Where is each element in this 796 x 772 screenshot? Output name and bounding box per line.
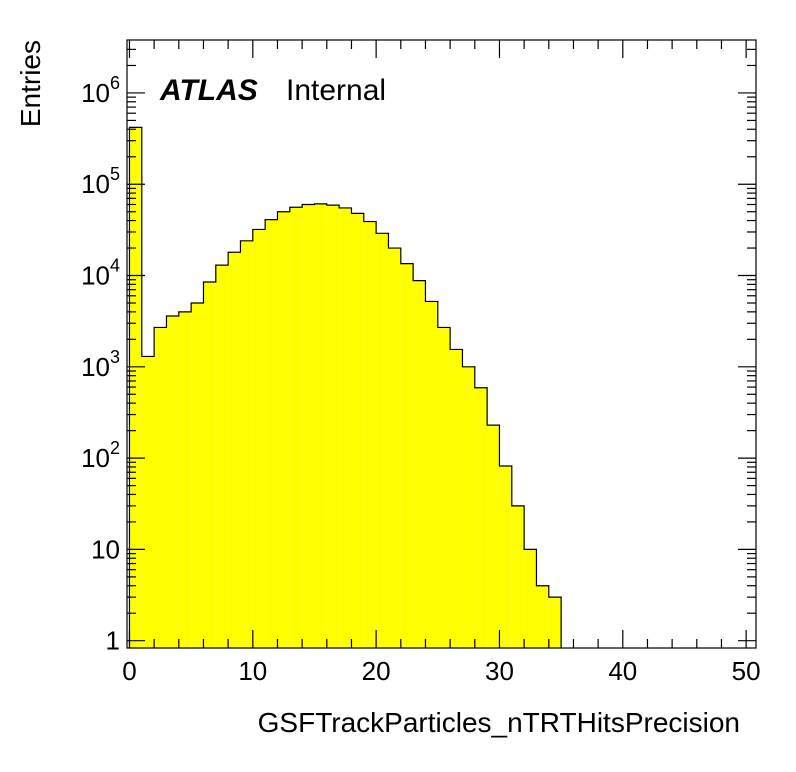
histogram-bin (166, 316, 179, 648)
y-axis-title: Entries (15, 40, 46, 127)
histogram-bin (413, 280, 426, 648)
histogram-bin (240, 240, 253, 648)
x-tick-label: 10 (238, 656, 267, 686)
histogram-bin (400, 263, 414, 648)
histogram-bin (425, 301, 438, 648)
histogram-bin (487, 425, 500, 648)
histogram-bin (326, 205, 340, 648)
histogram-bin (499, 465, 512, 648)
histogram-bin (228, 252, 241, 649)
y-tick-label: 1 (106, 626, 120, 656)
x-tick-label: 30 (485, 656, 514, 686)
histogram-bin (215, 265, 229, 648)
y-tick-label: 10 (91, 534, 120, 564)
y-tick-label: 104 (81, 256, 120, 291)
x-tick-label: 50 (732, 656, 761, 686)
histogram-bin (154, 327, 167, 648)
histogram-bin (141, 356, 155, 648)
histogram-bin (474, 387, 488, 648)
x-axis-title: GSFTrackParticles_nTRTHitsPrecision (258, 707, 740, 738)
histogram-outline (128, 126, 562, 648)
histogram-bin (376, 233, 389, 649)
histogram-bin (548, 597, 562, 648)
histogram-bin (524, 549, 537, 648)
histogram-bin (363, 221, 377, 648)
histogram-bin (302, 204, 315, 648)
y-tick-label: 102 (81, 438, 120, 473)
histogram-bin (203, 281, 216, 648)
axis-ticks (127, 40, 756, 648)
histogram-bin (450, 349, 463, 648)
histogram-bin (511, 505, 525, 648)
x-tick-label: 40 (608, 656, 637, 686)
histogram-bin (178, 311, 192, 648)
histogram-bin (339, 207, 352, 648)
y-tick-label: 106 (81, 73, 120, 108)
atlas-label: ATLAS (159, 74, 258, 107)
internal-label: Internal (286, 74, 386, 107)
histogram-bin (277, 211, 290, 648)
y-tick-labels: 1 10 102 103 104 105 106 (81, 73, 120, 656)
histogram-bin (314, 203, 327, 648)
x-tick-label: 0 (122, 656, 136, 686)
histogram-bars (129, 127, 562, 649)
x-tick-labels: 0 10 20 30 40 50 (122, 656, 760, 686)
x-tick-label: 20 (362, 656, 391, 686)
histogram-bin (388, 248, 401, 648)
histogram-bin (351, 213, 364, 648)
y-tick-label: 103 (81, 347, 120, 382)
plot-frame (126, 39, 757, 649)
histogram-bin (265, 219, 278, 648)
histogram-bin (536, 585, 549, 648)
histogram-bin (437, 327, 451, 648)
histogram-bin (462, 366, 475, 648)
histogram-bin (252, 229, 266, 648)
histogram-bin (191, 303, 204, 648)
y-tick-label: 105 (81, 164, 120, 199)
histogram-bin (289, 207, 303, 648)
